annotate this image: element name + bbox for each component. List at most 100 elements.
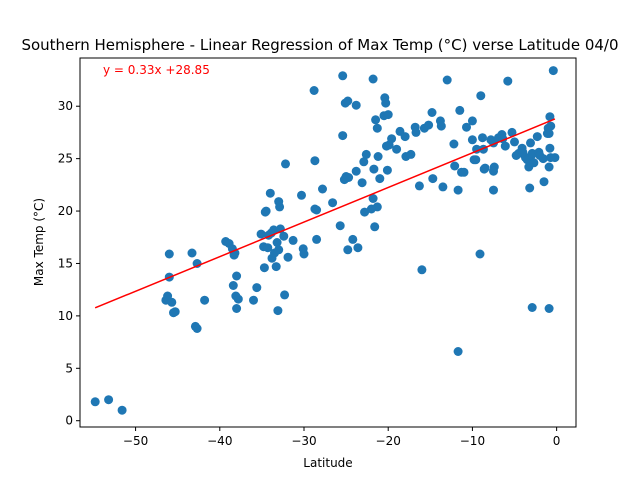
data-point	[382, 141, 391, 151]
plot-frame	[79, 57, 577, 428]
data-point	[335, 221, 345, 231]
data-point	[232, 304, 242, 313]
data-point	[309, 86, 319, 95]
data-point	[527, 148, 537, 158]
data-point	[459, 167, 469, 177]
data-point	[544, 304, 554, 313]
data-point	[265, 188, 275, 198]
data-point	[256, 229, 266, 239]
data-point	[312, 234, 322, 244]
data-point	[200, 295, 210, 305]
data-point	[371, 115, 381, 125]
data-point	[489, 185, 498, 195]
data-point	[453, 185, 463, 195]
data-point	[476, 91, 486, 101]
data-point	[478, 133, 487, 143]
data-point	[414, 181, 424, 191]
y-tick-label: 30	[58, 99, 73, 113]
data-point	[544, 162, 554, 172]
x-axis: −50 −40 −30 −20 −10 0	[123, 427, 561, 448]
data-point	[424, 120, 434, 130]
data-point	[370, 222, 380, 232]
data-point	[252, 283, 262, 293]
data-point	[361, 149, 371, 159]
data-point	[539, 177, 549, 187]
data-point	[348, 234, 358, 244]
data-point	[369, 164, 379, 174]
data-point	[436, 121, 446, 131]
data-point	[417, 265, 427, 275]
x-tick-label: −20	[376, 434, 401, 448]
data-point	[471, 155, 481, 165]
data-point	[169, 308, 178, 318]
data-point	[263, 243, 273, 253]
data-point	[381, 98, 391, 108]
data-point	[261, 206, 271, 216]
data-point	[233, 294, 243, 304]
data-point	[372, 123, 382, 133]
data-point	[400, 132, 410, 142]
data-point	[328, 198, 338, 208]
data-point	[192, 324, 202, 333]
data-point	[281, 159, 290, 169]
data-point	[532, 132, 542, 142]
data-point	[271, 262, 281, 272]
data-point	[104, 395, 114, 405]
data-point	[467, 116, 477, 126]
data-point	[489, 166, 498, 176]
data-point	[538, 154, 548, 164]
y-tick-label: 20	[58, 204, 73, 218]
y-tick-label: 10	[58, 309, 73, 323]
data-point	[442, 75, 452, 85]
data-point	[275, 202, 285, 212]
data-point	[450, 161, 460, 171]
data-point	[280, 290, 290, 300]
data-point	[368, 74, 378, 84]
data-point	[351, 100, 361, 110]
data-point	[90, 397, 100, 407]
data-point	[529, 158, 539, 168]
points-layer	[90, 66, 560, 415]
data-point	[187, 248, 197, 258]
data-point	[548, 66, 558, 76]
x-tick-label: −50	[123, 434, 148, 448]
data-point	[527, 303, 537, 312]
data-point	[373, 152, 383, 161]
data-point	[382, 165, 392, 175]
y-axis-label: Max Temp (°C)	[32, 198, 46, 286]
data-point	[338, 71, 348, 81]
data-point	[375, 174, 385, 184]
data-point	[117, 405, 127, 415]
data-point	[310, 156, 320, 166]
data-point	[357, 178, 367, 188]
data-point	[507, 127, 517, 137]
data-point	[455, 105, 465, 115]
data-point	[526, 138, 535, 148]
data-point	[449, 139, 459, 149]
y-tick-label: 15	[58, 256, 73, 270]
data-point	[550, 153, 560, 163]
data-point	[366, 204, 376, 214]
data-point	[427, 108, 437, 117]
data-point	[510, 137, 519, 147]
data-point	[279, 231, 289, 241]
data-point	[232, 271, 242, 281]
data-point	[272, 238, 282, 247]
data-point	[274, 245, 284, 255]
data-point	[387, 134, 397, 144]
data-point	[288, 235, 298, 245]
x-tick-label: 0	[553, 434, 561, 448]
data-point	[167, 297, 177, 307]
data-point	[544, 129, 554, 138]
data-point	[438, 182, 448, 192]
data-point	[283, 252, 293, 262]
data-point	[480, 163, 490, 173]
data-point	[343, 96, 353, 106]
y-tick-label: 5	[65, 361, 73, 375]
data-point	[368, 194, 378, 203]
data-point	[411, 127, 421, 137]
data-point	[359, 157, 369, 167]
data-point	[353, 243, 363, 253]
data-point	[338, 131, 348, 141]
